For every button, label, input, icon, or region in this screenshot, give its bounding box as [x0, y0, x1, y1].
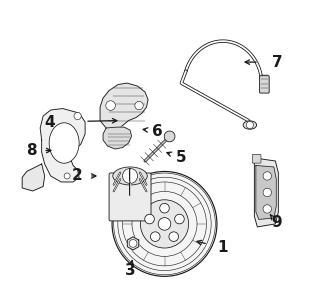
Polygon shape [100, 83, 148, 128]
Circle shape [123, 169, 138, 183]
Text: 5: 5 [176, 150, 186, 166]
Text: 6: 6 [152, 123, 163, 138]
Circle shape [164, 131, 175, 142]
Circle shape [263, 188, 271, 197]
Polygon shape [40, 109, 85, 182]
Circle shape [64, 173, 70, 179]
Circle shape [74, 113, 81, 119]
Circle shape [263, 205, 271, 213]
Circle shape [246, 121, 253, 129]
Text: 9: 9 [271, 215, 282, 230]
FancyBboxPatch shape [260, 76, 269, 93]
Text: 1: 1 [218, 240, 228, 255]
Circle shape [158, 218, 171, 230]
Circle shape [106, 101, 115, 110]
Circle shape [112, 172, 217, 276]
Ellipse shape [49, 123, 79, 163]
Polygon shape [103, 127, 132, 149]
Circle shape [140, 200, 189, 248]
Circle shape [263, 172, 271, 180]
FancyBboxPatch shape [109, 173, 151, 221]
Circle shape [129, 240, 137, 247]
Circle shape [150, 232, 160, 241]
Polygon shape [127, 237, 139, 250]
Text: 3: 3 [125, 263, 135, 278]
Ellipse shape [113, 167, 147, 185]
Text: 4: 4 [44, 115, 55, 129]
Circle shape [175, 214, 184, 224]
Text: 7: 7 [271, 54, 282, 70]
Polygon shape [254, 158, 278, 227]
Text: 8: 8 [26, 143, 37, 158]
Circle shape [169, 232, 179, 241]
Ellipse shape [243, 121, 257, 129]
FancyBboxPatch shape [252, 154, 261, 163]
Polygon shape [22, 164, 45, 191]
Circle shape [160, 203, 169, 213]
Polygon shape [256, 166, 276, 219]
Circle shape [145, 214, 154, 224]
Circle shape [135, 101, 143, 110]
Text: 2: 2 [72, 169, 83, 184]
